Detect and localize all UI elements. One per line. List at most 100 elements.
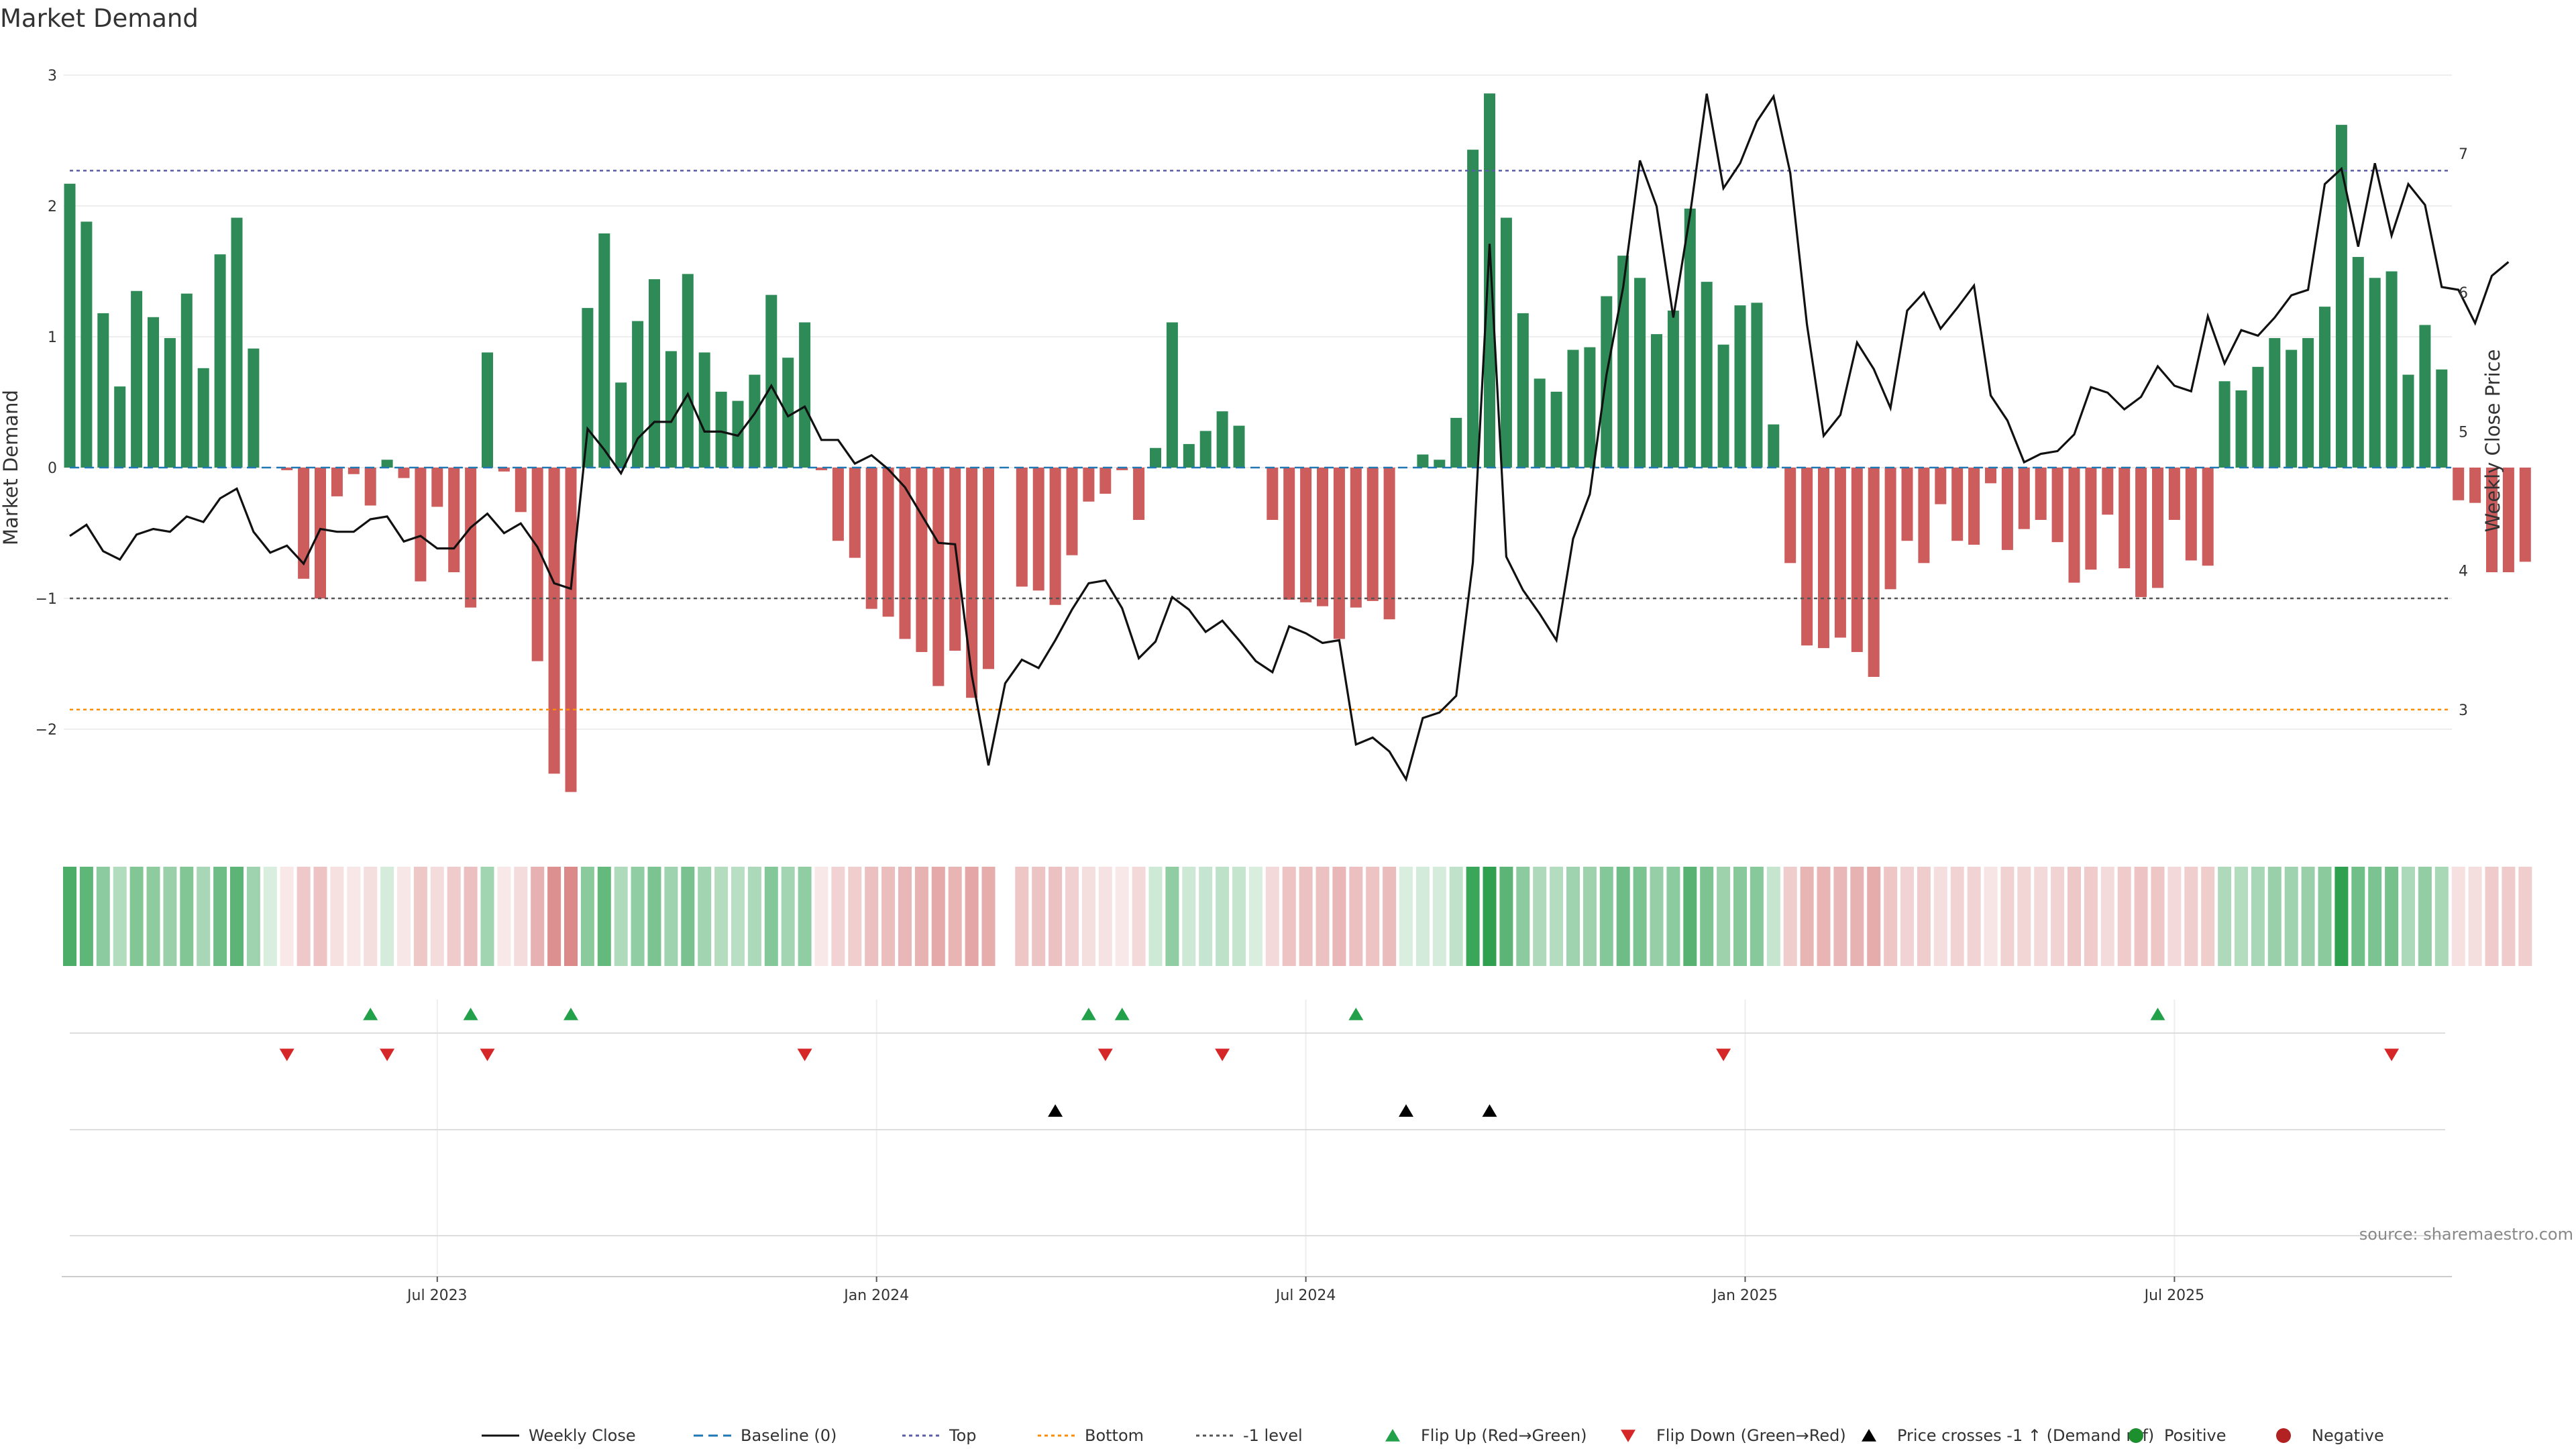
flip-up-marker [1081, 1008, 1096, 1020]
heat-cell [1081, 867, 1095, 966]
flip-up-marker [463, 1008, 478, 1020]
heat-cell [197, 867, 211, 966]
heat-cell [1917, 867, 1931, 966]
heat-cell [313, 867, 327, 966]
source-note: source: sharemaestro.com [2359, 1225, 2573, 1244]
demand-bar [1049, 468, 1061, 605]
heat-cell [347, 867, 361, 966]
demand-bar [381, 460, 393, 468]
heat-cell [280, 867, 294, 966]
heat-cell [1383, 867, 1397, 966]
x-axis-ticks: Jul 2023 Jan 2024 Jul 2024 Jan 2025 Jul 2025 [406, 1277, 2204, 1304]
legend-swatch [2129, 1428, 2143, 1443]
flip-down-marker [2384, 1049, 2400, 1061]
weekly-close-line [69, 93, 2510, 782]
demand-bar [2352, 257, 2364, 468]
flip-down-marker [380, 1049, 395, 1061]
demand-bar [1133, 468, 1145, 520]
heat-cell [2000, 867, 2015, 966]
demand-bar [1834, 468, 1846, 638]
heat-cell [1884, 867, 1898, 966]
legend-label: Negative [2312, 1426, 2384, 1445]
heat-cell [1098, 867, 1112, 966]
demand-bar [1968, 468, 1980, 545]
demand-bar [1183, 443, 1195, 468]
heat-cell [2351, 867, 2365, 966]
demand-bar [1116, 468, 1128, 470]
flip-down-marker [1215, 1049, 1230, 1061]
heat-cell [764, 867, 778, 966]
heat-cell [1349, 867, 1363, 966]
demand-bar [816, 468, 827, 470]
flip-up-marker [1114, 1008, 1130, 1020]
demand-bar [1032, 468, 1044, 591]
y-tick-label: 1 [48, 329, 57, 346]
demand-bar [231, 217, 243, 468]
demand-bar [1717, 344, 1729, 468]
legend-swatch [1385, 1429, 1400, 1442]
heat-cell [230, 867, 244, 966]
heat-cell [1182, 867, 1196, 966]
demand-bar [64, 183, 76, 468]
demand-bar [649, 279, 660, 468]
heat-cell [2368, 867, 2382, 966]
demand-bar [1918, 468, 1930, 564]
heat-cell [2318, 867, 2332, 966]
demand-bar [2168, 468, 2180, 520]
demand-bar [114, 386, 126, 468]
price-cross-marker [1482, 1104, 1497, 1117]
heat-cell [614, 867, 628, 966]
heat-cell [798, 867, 812, 966]
demand-bar [2453, 468, 2465, 500]
heat-cell [163, 867, 177, 966]
demand-bar [2152, 468, 2163, 588]
demand-bar [498, 468, 510, 472]
heat-cell [1299, 867, 1313, 966]
heat-cell [180, 867, 194, 966]
demand-bar [565, 468, 577, 792]
demand-bar [448, 468, 460, 572]
heat-cell [2218, 867, 2232, 966]
legend-label: Positive [2164, 1426, 2226, 1445]
demand-bar [1434, 460, 1446, 468]
demand-bar [1066, 468, 1078, 555]
demand-bar [1484, 93, 1495, 468]
demand-bar [2118, 468, 2131, 569]
demand-bar [415, 468, 427, 582]
heat-cell [514, 867, 528, 966]
demand-bar [148, 317, 159, 468]
heat-cell [914, 867, 928, 966]
heat-cell [1683, 867, 1697, 966]
heat-cell [1566, 867, 1580, 966]
demand-bar [966, 468, 978, 698]
heat-cell [464, 867, 478, 966]
legend-item: -1 level [1196, 1426, 1303, 1445]
heat-cell [146, 867, 160, 966]
heat-cell [564, 867, 578, 966]
demand-bar [2235, 390, 2247, 468]
demand-bar [1500, 217, 1512, 468]
y-tick-label: 3 [48, 68, 57, 85]
demand-bar [482, 352, 493, 468]
heat-cell [63, 867, 76, 966]
legend-label: Bottom [1085, 1426, 1144, 1445]
demand-bar [1985, 468, 1996, 484]
demand-bar [2102, 468, 2114, 515]
x-tick-label: Jul 2023 [406, 1287, 468, 1304]
demand-bar [347, 468, 360, 474]
flip-down-marker [1716, 1049, 1731, 1061]
demand-bar [2018, 468, 2030, 529]
heat-cell [1616, 867, 1630, 966]
flip-down-marker [797, 1049, 812, 1061]
demand-bar [832, 468, 844, 541]
x-tick-label: Jul 2025 [2143, 1287, 2205, 1304]
heat-cell [2017, 867, 2031, 966]
event-markers [279, 1008, 2400, 1117]
heat-cell [2151, 867, 2165, 966]
heat-cell [1533, 867, 1547, 966]
heat-cell [2184, 867, 2198, 966]
flip-down-marker [279, 1049, 294, 1061]
demand-bar [916, 468, 928, 652]
heat-cell [2251, 867, 2265, 966]
demand-bar [682, 274, 694, 468]
